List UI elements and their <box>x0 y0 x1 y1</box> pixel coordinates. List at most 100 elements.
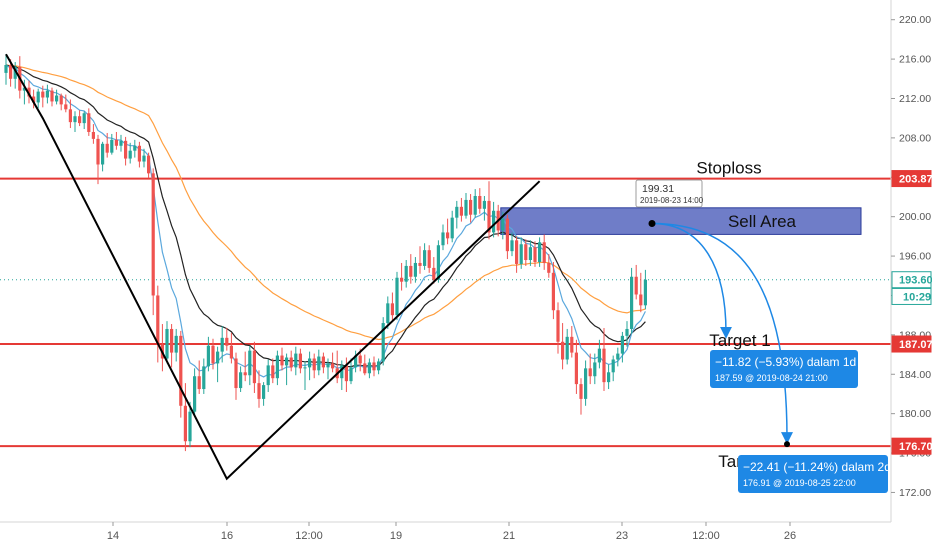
sell-area-zone[interactable] <box>500 207 862 235</box>
candle <box>321 352 325 374</box>
candle <box>262 382 266 406</box>
candle <box>556 302 560 354</box>
candle-body <box>588 368 592 377</box>
x-axis[interactable]: 14 16 12:00 19 21 23 12:00 26 <box>0 521 891 542</box>
candle-body <box>395 277 399 316</box>
candle-body <box>156 295 160 345</box>
candle <box>620 331 624 363</box>
candle <box>119 134 123 152</box>
y-tick-label: 180.00 <box>899 408 931 420</box>
candle <box>289 350 293 372</box>
candle-body <box>436 245 440 280</box>
candle <box>197 360 201 394</box>
candle <box>170 324 174 368</box>
candle <box>78 110 82 127</box>
candle-body <box>643 279 647 306</box>
price-badge-target1: 187.07 <box>891 335 932 353</box>
candle-body <box>579 384 583 399</box>
candle-body <box>13 66 17 79</box>
candle <box>570 326 574 358</box>
candle-body <box>616 353 620 360</box>
candle-body <box>400 277 404 282</box>
candle <box>390 292 394 321</box>
candle <box>432 257 436 284</box>
candle <box>478 188 482 214</box>
candle <box>528 240 532 266</box>
candle <box>211 338 215 370</box>
candle-body <box>50 90 54 102</box>
candle-body <box>639 294 643 306</box>
candle <box>179 330 183 418</box>
y-tick-label: 208.00 <box>899 132 931 144</box>
candle-body <box>574 352 578 385</box>
candle-body <box>625 328 629 336</box>
candle <box>616 347 620 367</box>
candle-body <box>285 357 289 366</box>
candle-body <box>349 367 353 382</box>
candle <box>87 108 91 136</box>
candle-body <box>487 200 491 233</box>
candle-body <box>91 131 95 139</box>
x-tick-label: 23 <box>616 530 628 542</box>
ma-slow-line <box>5 64 646 341</box>
price-badge-text: 187.07 <box>899 339 932 351</box>
sell-area-rect[interactable] <box>500 207 862 235</box>
candle-body <box>390 303 394 316</box>
candle-body <box>413 262 417 277</box>
candle-body <box>27 87 31 97</box>
candle-body <box>423 250 427 266</box>
candle <box>142 148 146 168</box>
candle <box>133 139 137 158</box>
candle-body <box>289 357 293 368</box>
candle <box>423 243 427 270</box>
candle-body <box>602 348 606 383</box>
candle <box>331 352 335 373</box>
candle-body <box>634 276 638 295</box>
candle-body <box>183 405 187 442</box>
candle-body <box>9 65 13 79</box>
candle <box>377 358 381 375</box>
candle-body <box>344 365 348 382</box>
candle-body <box>59 95 63 105</box>
price-badge-target2: 176.70 <box>891 437 932 455</box>
candle-body <box>64 104 68 110</box>
sell-area-label: Sell Area <box>728 212 797 231</box>
candle <box>96 134 100 185</box>
projection-arrow-1[interactable] <box>651 222 732 339</box>
candle-body <box>446 232 450 239</box>
target2-point <box>784 441 790 448</box>
candle-body <box>505 218 509 252</box>
candle <box>174 328 178 362</box>
candle <box>234 352 238 400</box>
zigzag-pattern[interactable] <box>5 53 541 481</box>
anchor-point[interactable] <box>648 219 656 227</box>
candle-body <box>607 372 611 383</box>
y-axis[interactable]: 172.00176.00180.00184.00188.00192.00196.… <box>890 0 932 522</box>
projection-1-box-line1: −11.82 (−5.93%) dalam 1d 7h <box>715 355 873 369</box>
candle <box>124 136 128 166</box>
candle-body <box>142 155 146 162</box>
anchor-tooltip-date: 2019-08-23 14:00 <box>640 196 704 205</box>
candle <box>308 351 312 381</box>
candle-body <box>501 218 505 231</box>
x-tick-label: 14 <box>107 530 119 542</box>
candle <box>220 326 224 363</box>
zigzag-line[interactable] <box>5 53 541 481</box>
candle <box>248 345 252 386</box>
candle-body <box>82 113 86 124</box>
candle-body <box>257 383 261 399</box>
candle-body <box>326 363 330 368</box>
candle-body <box>78 116 82 124</box>
candle <box>68 99 72 129</box>
candle <box>597 339 601 369</box>
projection-1-box-box <box>710 350 858 388</box>
candle <box>156 285 160 363</box>
candle <box>147 152 151 179</box>
candle-body <box>464 199 468 216</box>
candle <box>64 94 68 113</box>
candle-body <box>469 199 473 215</box>
candle <box>82 111 86 130</box>
candle-body <box>312 358 316 371</box>
